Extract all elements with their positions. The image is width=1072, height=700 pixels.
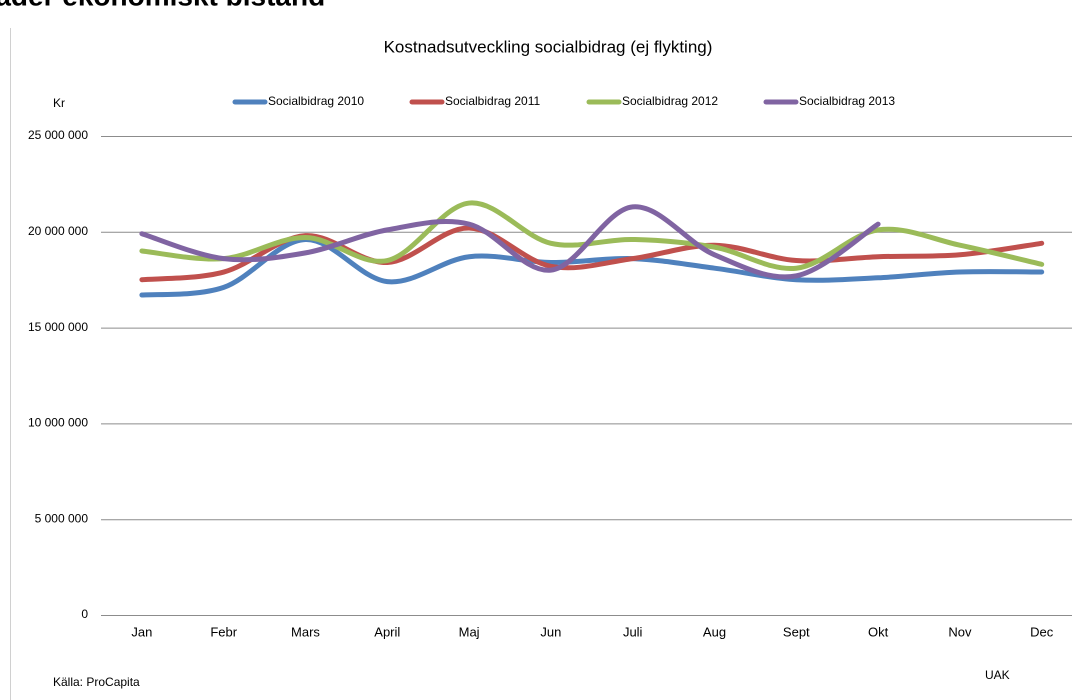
- legend-label: Socialbidrag 2012: [622, 94, 718, 108]
- legend-label: Socialbidrag 2013: [799, 94, 895, 108]
- source-note: Källa: ProCapita: [53, 675, 140, 689]
- y-tick-label: 15 000 000: [28, 320, 88, 334]
- footer: UAK: [985, 668, 1010, 682]
- legend-label: Socialbidrag 2011: [445, 94, 541, 108]
- y-tick-label: 10 000 000: [28, 416, 88, 430]
- series-line: [139, 204, 881, 280]
- x-tick-label: Juli: [623, 624, 643, 639]
- x-tick-label: Nov: [948, 624, 972, 639]
- legend-label: Socialbidrag 2010: [268, 94, 364, 108]
- y-tick-label: 0: [81, 607, 88, 621]
- y-tick-label: 20 000 000: [28, 224, 88, 238]
- x-tick-label: Febr: [210, 624, 237, 639]
- x-tick-label: Aug: [703, 624, 726, 639]
- x-tick-label: Maj: [459, 624, 480, 639]
- series-line: [139, 236, 1045, 298]
- y-tick-label: 25 000 000: [28, 128, 88, 142]
- slide-title: Kostnader ekonomiskt bistånd: [0, 0, 325, 11]
- x-tick-label: April: [374, 624, 400, 639]
- y-tick-label: 5 000 000: [35, 511, 89, 525]
- y-axis-label: Kr: [53, 96, 65, 110]
- x-tick-label: Jun: [540, 624, 561, 639]
- x-tick-label: Okt: [868, 624, 889, 639]
- x-tick-label: Jan: [131, 624, 152, 639]
- chart-title: Kostnadsutveckling socialbidrag (ej flyk…: [384, 37, 713, 56]
- x-tick-label: Mars: [291, 624, 320, 639]
- x-tick-label: Sept: [783, 624, 810, 639]
- x-tick-label: Dec: [1030, 624, 1054, 639]
